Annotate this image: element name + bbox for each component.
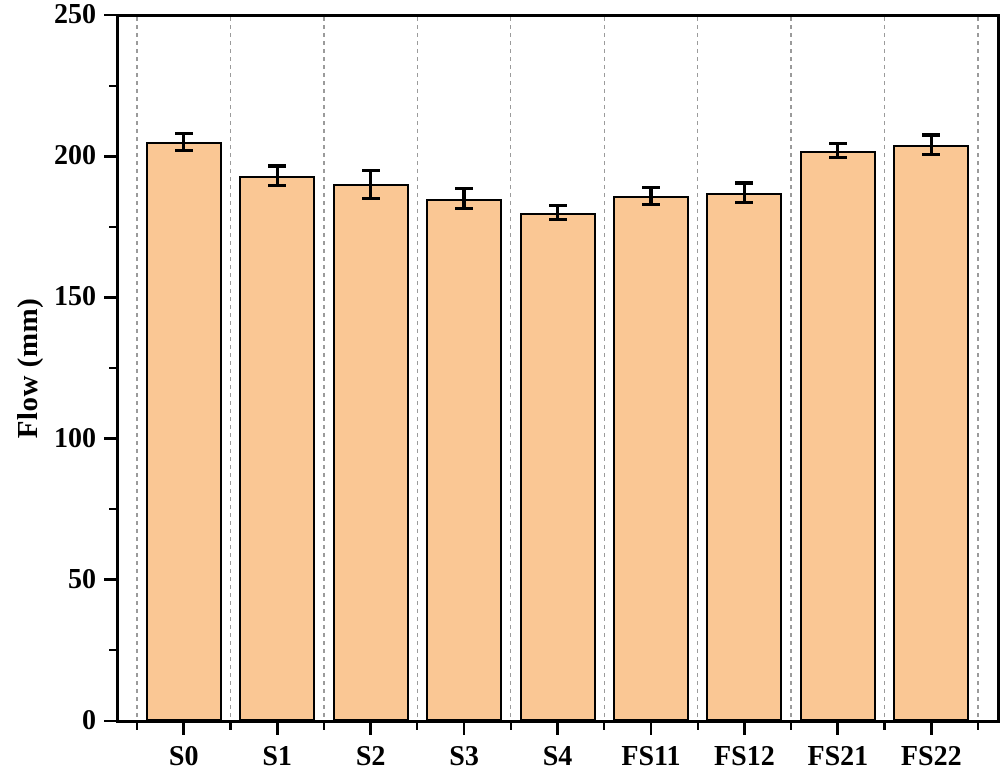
y-minor-tick <box>109 366 116 370</box>
x-minor-tick <box>883 722 886 730</box>
grid-line <box>883 17 886 719</box>
grid-line <box>229 17 232 719</box>
grid-line <box>510 17 512 719</box>
grid-line <box>603 17 605 719</box>
error-bar-cap <box>174 132 193 136</box>
x-category-label: FS22 <box>900 741 962 772</box>
x-category-label: S3 <box>449 741 479 772</box>
error-bar-cap <box>641 185 660 189</box>
error-bar-cap <box>641 202 660 206</box>
error-bar-stem <box>182 133 186 151</box>
x-major-tick <box>275 722 279 735</box>
y-tick-label: 100 <box>54 422 96 454</box>
error-bar-cap <box>361 196 380 201</box>
x-minor-tick <box>509 722 512 730</box>
x-category-label: FS11 <box>621 741 681 772</box>
error-bar-cap <box>735 181 754 185</box>
error-bar-stem <box>742 183 746 203</box>
x-major-tick <box>742 722 746 735</box>
grid-line <box>136 17 138 719</box>
x-category-label: FS12 <box>714 741 775 772</box>
x-major-tick <box>182 722 186 735</box>
x-category-label: S1 <box>262 741 292 772</box>
x-minor-tick <box>976 722 980 730</box>
x-major-tick <box>462 722 466 735</box>
y-major-tick <box>103 296 116 299</box>
error-bar-cap <box>361 168 380 172</box>
y-tick-label: 150 <box>54 281 96 313</box>
error-bar-cap <box>268 164 287 168</box>
error-bar-cap <box>828 141 847 146</box>
error-bar-stem <box>555 205 560 220</box>
error-bar-cap <box>828 156 847 160</box>
y-minor-tick <box>109 508 116 511</box>
y-tick-label: 50 <box>68 563 96 595</box>
y-minor-tick <box>109 225 116 228</box>
x-category-label: S0 <box>168 741 199 772</box>
y-tick-label: 0 <box>82 705 96 736</box>
y-tick-label: 250 <box>54 0 96 30</box>
error-bar-stem <box>929 135 933 155</box>
error-bar-cap <box>735 201 754 205</box>
x-minor-tick <box>322 722 325 730</box>
grid-line <box>323 17 325 719</box>
error-bar-cap <box>174 148 193 153</box>
bar <box>706 192 783 721</box>
error-bar-cap <box>922 153 941 157</box>
bar <box>332 184 409 721</box>
bar <box>426 198 503 721</box>
x-category-label: S2 <box>355 741 386 772</box>
grid-line <box>696 17 699 719</box>
x-major-tick <box>929 722 933 735</box>
y-major-tick <box>103 13 116 17</box>
grid-line <box>790 17 792 719</box>
bar <box>893 144 970 721</box>
plot-border <box>115 13 1000 723</box>
grid-line <box>977 17 979 719</box>
x-minor-tick <box>416 722 419 730</box>
error-bar-cap <box>268 184 287 188</box>
x-minor-tick <box>135 722 139 730</box>
x-category-label: S4 <box>542 741 573 772</box>
x-minor-tick <box>696 722 699 730</box>
error-bar-stem <box>836 143 840 158</box>
x-minor-tick <box>229 722 232 730</box>
error-bar-cap <box>455 206 474 211</box>
error-bar-stem <box>369 170 373 199</box>
x-major-tick <box>649 722 653 735</box>
y-major-tick <box>103 437 116 440</box>
x-minor-tick <box>790 722 793 730</box>
x-major-tick <box>556 722 559 735</box>
x-major-tick <box>369 722 372 735</box>
x-category-label: FS21 <box>807 741 869 772</box>
bar <box>239 175 316 721</box>
y-major-tick <box>103 719 116 723</box>
bar <box>145 142 222 721</box>
y-minor-tick <box>109 84 116 87</box>
x-major-tick <box>836 722 840 735</box>
x-minor-tick <box>603 722 606 730</box>
bar <box>612 195 689 721</box>
y-axis-title: Flow (mm) <box>12 297 44 439</box>
bar <box>799 150 876 721</box>
y-minor-tick <box>109 649 116 652</box>
bar <box>519 212 596 721</box>
error-bar-stem <box>462 188 466 209</box>
error-bar-cap <box>455 187 474 191</box>
error-bar-stem <box>649 187 653 205</box>
y-major-tick <box>103 578 116 582</box>
error-bar-stem <box>275 166 279 186</box>
y-tick-label: 200 <box>54 140 96 172</box>
error-bar-cap <box>922 133 941 137</box>
grid-line <box>416 17 419 719</box>
y-major-tick <box>103 154 116 158</box>
error-bar-cap <box>548 218 567 222</box>
error-bar-cap <box>548 204 567 208</box>
